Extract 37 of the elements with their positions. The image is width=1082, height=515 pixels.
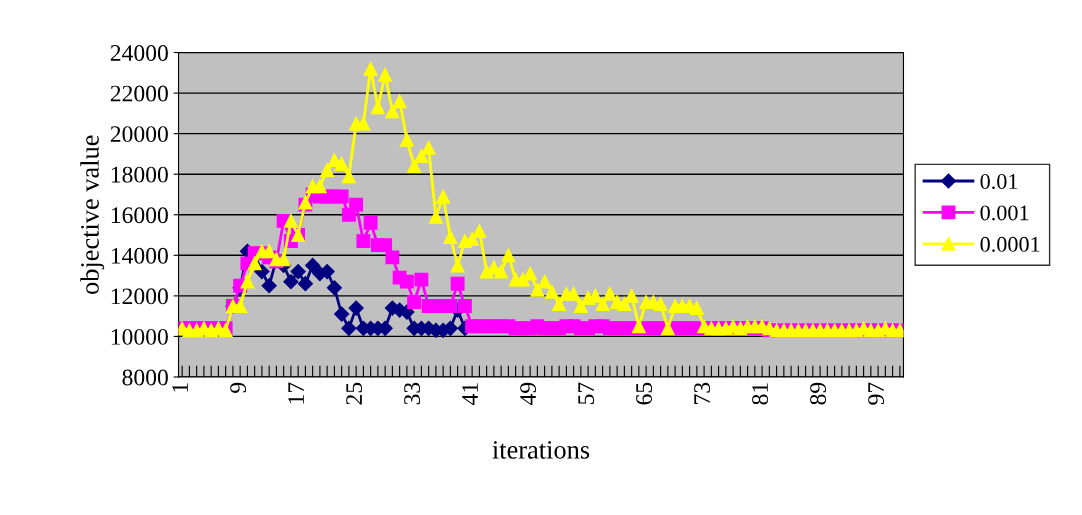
y-tick-label: 16000 bbox=[111, 207, 168, 224]
x-tick-label: 9 bbox=[230, 382, 247, 393]
point bbox=[283, 274, 299, 290]
point bbox=[290, 263, 306, 280]
point bbox=[326, 280, 342, 296]
point bbox=[305, 257, 321, 274]
point bbox=[348, 300, 364, 316]
legend-label: 0.0001 bbox=[980, 236, 1040, 252]
x-tick-label: 1 bbox=[172, 383, 188, 392]
x-tick-label: 57 bbox=[578, 382, 595, 405]
x-tick-label: 97 bbox=[868, 382, 885, 405]
x-tick-label: 25 bbox=[346, 382, 363, 405]
x-tick-label: 41 bbox=[462, 383, 478, 405]
y-tick-label: 20000 bbox=[110, 126, 168, 143]
y-tick-label: 18000 bbox=[111, 166, 168, 183]
x-tick-label: 17 bbox=[288, 382, 304, 404]
y-axis-title: objective value bbox=[80, 135, 105, 294]
point bbox=[261, 278, 277, 294]
x-tick-label: 49 bbox=[520, 382, 537, 405]
x-tick-label: 33 bbox=[404, 382, 421, 405]
point bbox=[254, 263, 270, 280]
legend-label: 0.01 bbox=[980, 173, 1018, 190]
point bbox=[334, 306, 350, 322]
legend-label: 0.001 bbox=[980, 205, 1029, 221]
x-tick-label: 73 bbox=[694, 382, 711, 404]
x-axis-title: iterations bbox=[492, 441, 590, 459]
y-tick-label: 12000 bbox=[111, 288, 168, 305]
y-tick-label: 22000 bbox=[110, 85, 168, 102]
point bbox=[341, 320, 357, 336]
y-tick-label: 10000 bbox=[111, 328, 168, 345]
x-tick-label: 89 bbox=[810, 382, 827, 405]
x-tick-label: 65 bbox=[636, 382, 653, 405]
y-tick-label: 24000 bbox=[110, 45, 168, 61]
y-tick-label: 8000 bbox=[122, 369, 168, 386]
x-tick-label: 81 bbox=[752, 383, 769, 405]
y-tick-label: 14000 bbox=[111, 247, 168, 264]
point bbox=[297, 276, 313, 292]
